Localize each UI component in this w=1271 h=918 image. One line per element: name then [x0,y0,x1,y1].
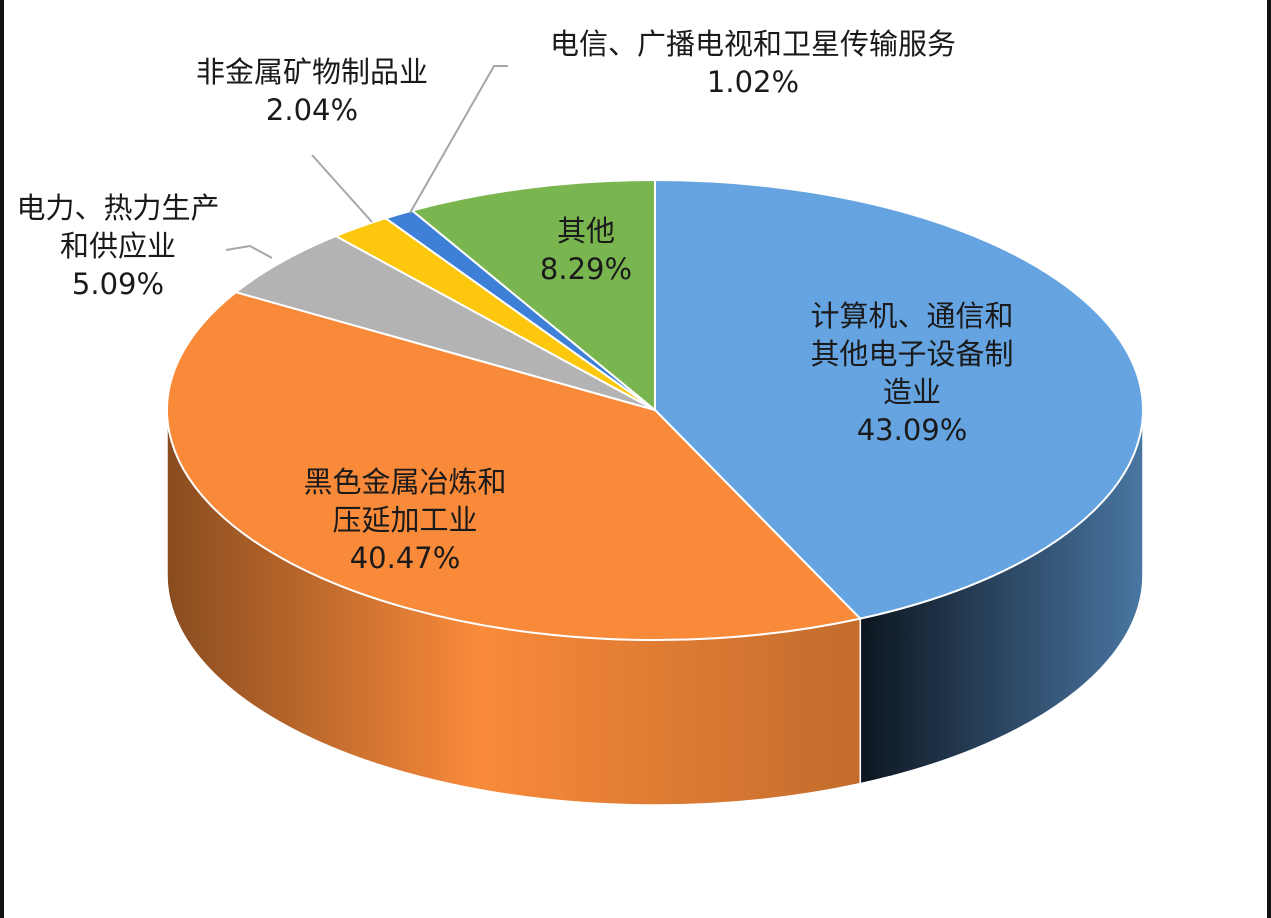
slice-value-label-3: 2.04% [266,93,358,127]
slice-value-label-2: 5.09% [72,267,164,301]
left-frame-edge [0,0,4,918]
slice-value-label-5: 8.29% [540,252,632,286]
slice-name-label-2: 和供应业 [60,229,176,263]
slice-value-label-1: 40.47% [350,541,461,575]
leader-line-4 [409,65,508,214]
leader-lines [225,65,508,259]
pie-slice-5 [411,179,656,411]
right-frame-edge [1267,0,1271,918]
leader-line-3 [311,154,373,223]
slice-value-label-0: 43.09% [857,413,968,447]
slice-name-label-0: 计算机、通信和 [810,299,1013,333]
slice-name-label-5: 其他 [557,214,615,248]
slice-name-label-1: 压延加工业 [332,503,477,537]
slice-name-label-2: 电力、热力生产 [16,191,219,225]
pie-slice-2 [234,235,656,411]
slice-name-label-0: 造业 [883,375,941,409]
pie-slice-1 [166,291,862,641]
pie-slice-0 [654,179,1144,620]
slice-value-label-4: 1.02% [707,65,799,99]
slice-name-label-0: 其他电子设备制 [810,337,1013,371]
leader-line-2 [225,244,273,259]
slice-name-label-3: 非金属矿物制品业 [196,55,428,89]
slice-name-label-4: 电信、广播电视和卫星传输服务 [550,27,956,61]
slice-name-label-1: 黑色金属冶炼和 [303,465,506,499]
pie-top [166,179,1144,641]
